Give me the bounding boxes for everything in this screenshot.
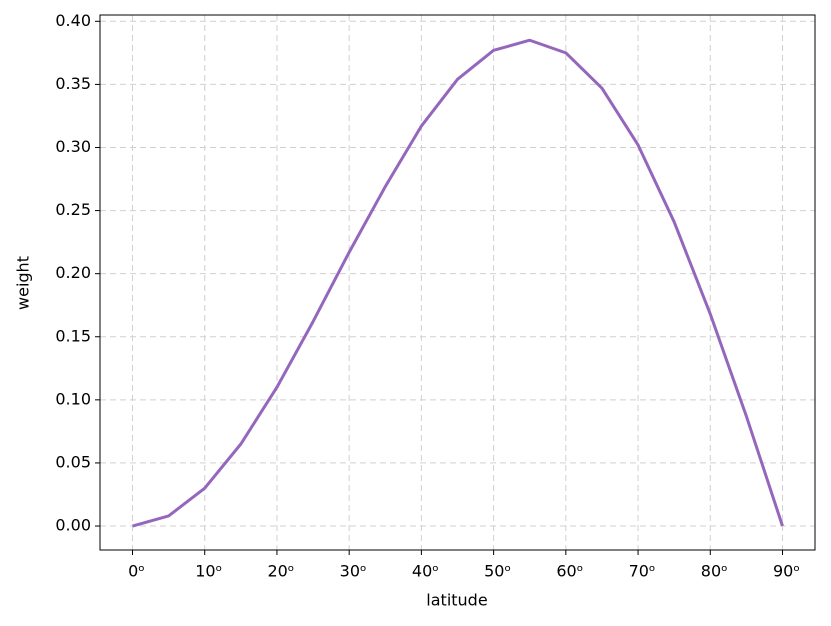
- x-tick-label: 20ᵒ: [267, 562, 294, 581]
- x-tick-label: 0ᵒ: [128, 562, 145, 581]
- x-tick-label: 30ᵒ: [340, 562, 367, 581]
- x-tick-label: 60ᵒ: [556, 562, 583, 581]
- plot-frame: [99, 14, 816, 551]
- y-tick-label: 0.35: [55, 74, 91, 93]
- y-tick-label: 0.05: [55, 452, 91, 471]
- x-tick-label: 10ᵒ: [195, 562, 222, 581]
- y-tick-label: 0.20: [55, 263, 91, 282]
- x-tick-label: 70ᵒ: [629, 562, 656, 581]
- x-axis-label: latitude: [426, 591, 487, 610]
- y-tick-label: 0.30: [55, 137, 91, 156]
- line-series: [132, 38, 784, 528]
- y-tick-label: 0.25: [55, 200, 91, 219]
- x-tick-label: 50ᵒ: [484, 562, 511, 581]
- y-tick-label: 0.40: [55, 11, 91, 30]
- y-tick-label: 0.10: [55, 389, 91, 408]
- y-tick-label: 0.00: [55, 516, 91, 535]
- y-axis-label: weight: [14, 256, 33, 310]
- x-tick-label: 40ᵒ: [412, 562, 439, 581]
- y-tick-label: 0.15: [55, 326, 91, 345]
- x-tick-label: 90ᵒ: [773, 562, 800, 581]
- x-tick-label: 80ᵒ: [701, 562, 728, 581]
